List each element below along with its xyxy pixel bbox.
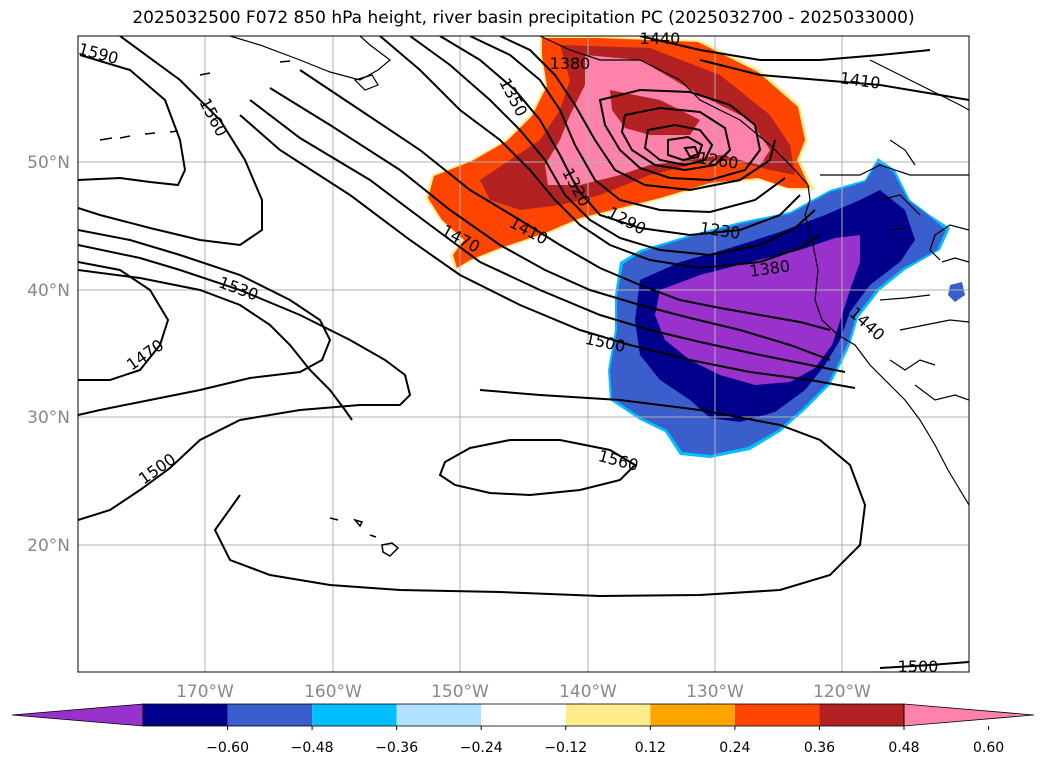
lon-label: 140°W bbox=[559, 682, 617, 702]
negative-precip-small bbox=[948, 282, 965, 302]
colorbar-tick-label: −0.36 bbox=[375, 740, 418, 756]
lon-label: 150°W bbox=[431, 682, 489, 702]
colorbar-segment bbox=[565, 704, 651, 726]
map-title: 2025032500 F072 850 hPa height, river ba… bbox=[132, 8, 915, 28]
colorbar-tick-label: −0.48 bbox=[291, 740, 334, 756]
svg-text:1560: 1560 bbox=[596, 446, 640, 475]
colorbar: −0.60 −0.48 −0.36 −0.24 −0.12 0.12 0.24 0.36 0.4… bbox=[11, 703, 1035, 756]
graticule bbox=[78, 36, 969, 672]
svg-text:1530: 1530 bbox=[216, 273, 261, 305]
contour-label: 1500 bbox=[135, 449, 179, 488]
colorbar-tick-label: 0.48 bbox=[888, 740, 919, 756]
colorbar-segment bbox=[481, 704, 566, 726]
colorbar-tick-label: 0.60 bbox=[973, 740, 1004, 756]
colorbar-segment bbox=[819, 704, 904, 726]
svg-text:1590: 1590 bbox=[76, 39, 120, 68]
positive-precip-048-inner bbox=[610, 90, 700, 135]
contour-label: 1440 bbox=[640, 29, 681, 48]
svg-text:1410: 1410 bbox=[839, 68, 882, 92]
lon-label: 130°W bbox=[686, 682, 744, 702]
lon-label: 170°W bbox=[176, 682, 234, 702]
colorbar-tick-label: 0.36 bbox=[804, 740, 835, 756]
contour-label: 1470 bbox=[123, 335, 167, 374]
colorbar-segment bbox=[143, 704, 228, 726]
map-frame bbox=[77, 35, 970, 673]
lon-label: 160°W bbox=[304, 682, 362, 702]
contour-label: 1560 bbox=[596, 446, 640, 475]
contour-label: 1410 bbox=[839, 68, 882, 92]
contour-label: 1350 bbox=[495, 75, 531, 120]
lat-label: 50°N bbox=[27, 153, 70, 173]
lat-label: 30°N bbox=[27, 408, 70, 428]
coastlines bbox=[229, 36, 969, 506]
contour-label: 1380 bbox=[550, 54, 591, 73]
lon-label: 120°W bbox=[813, 682, 871, 702]
colorbar-extend-low bbox=[11, 703, 144, 727]
colorbar-tick-label: 0.24 bbox=[719, 740, 750, 756]
contour-label: 1500 bbox=[898, 657, 939, 676]
svg-text:1350: 1350 bbox=[495, 75, 531, 120]
contour-label: 1530 bbox=[216, 273, 261, 305]
contour-label: 1560 bbox=[195, 95, 231, 140]
contour-label: 1590 bbox=[76, 39, 120, 68]
colorbar-tick-label: −0.60 bbox=[206, 740, 249, 756]
height-contours bbox=[78, 36, 969, 669]
colorbar-tick-label: −0.12 bbox=[544, 740, 587, 756]
svg-text:1440: 1440 bbox=[640, 29, 681, 48]
map-panel bbox=[78, 36, 969, 672]
colorbar-segment bbox=[396, 704, 482, 726]
lat-label: 40°N bbox=[27, 281, 70, 301]
svg-text:1560: 1560 bbox=[195, 95, 231, 140]
colorbar-segment bbox=[650, 704, 735, 726]
longitude-labels: 170°W 160°W 150°W 140°W 130°W 120°W bbox=[176, 682, 871, 702]
negative-precip-060 bbox=[655, 235, 860, 385]
colorbar-tick-label: −0.24 bbox=[460, 740, 503, 756]
svg-text:1500: 1500 bbox=[898, 657, 939, 676]
colorbar-segment bbox=[734, 704, 820, 726]
latitude-labels: 50°N 40°N 30°N 20°N bbox=[27, 153, 70, 556]
hawaii-islands bbox=[329, 517, 400, 557]
negative-precip-048-inner bbox=[870, 205, 905, 255]
svg-text:1380: 1380 bbox=[550, 54, 591, 73]
colorbar-tick-label: 0.12 bbox=[635, 740, 666, 756]
colorbar-segment bbox=[312, 704, 397, 726]
lat-label: 20°N bbox=[27, 536, 70, 556]
aleutian-islands bbox=[99, 60, 291, 141]
colorbar-segment bbox=[227, 704, 313, 726]
colorbar-extend-high bbox=[903, 703, 1035, 727]
